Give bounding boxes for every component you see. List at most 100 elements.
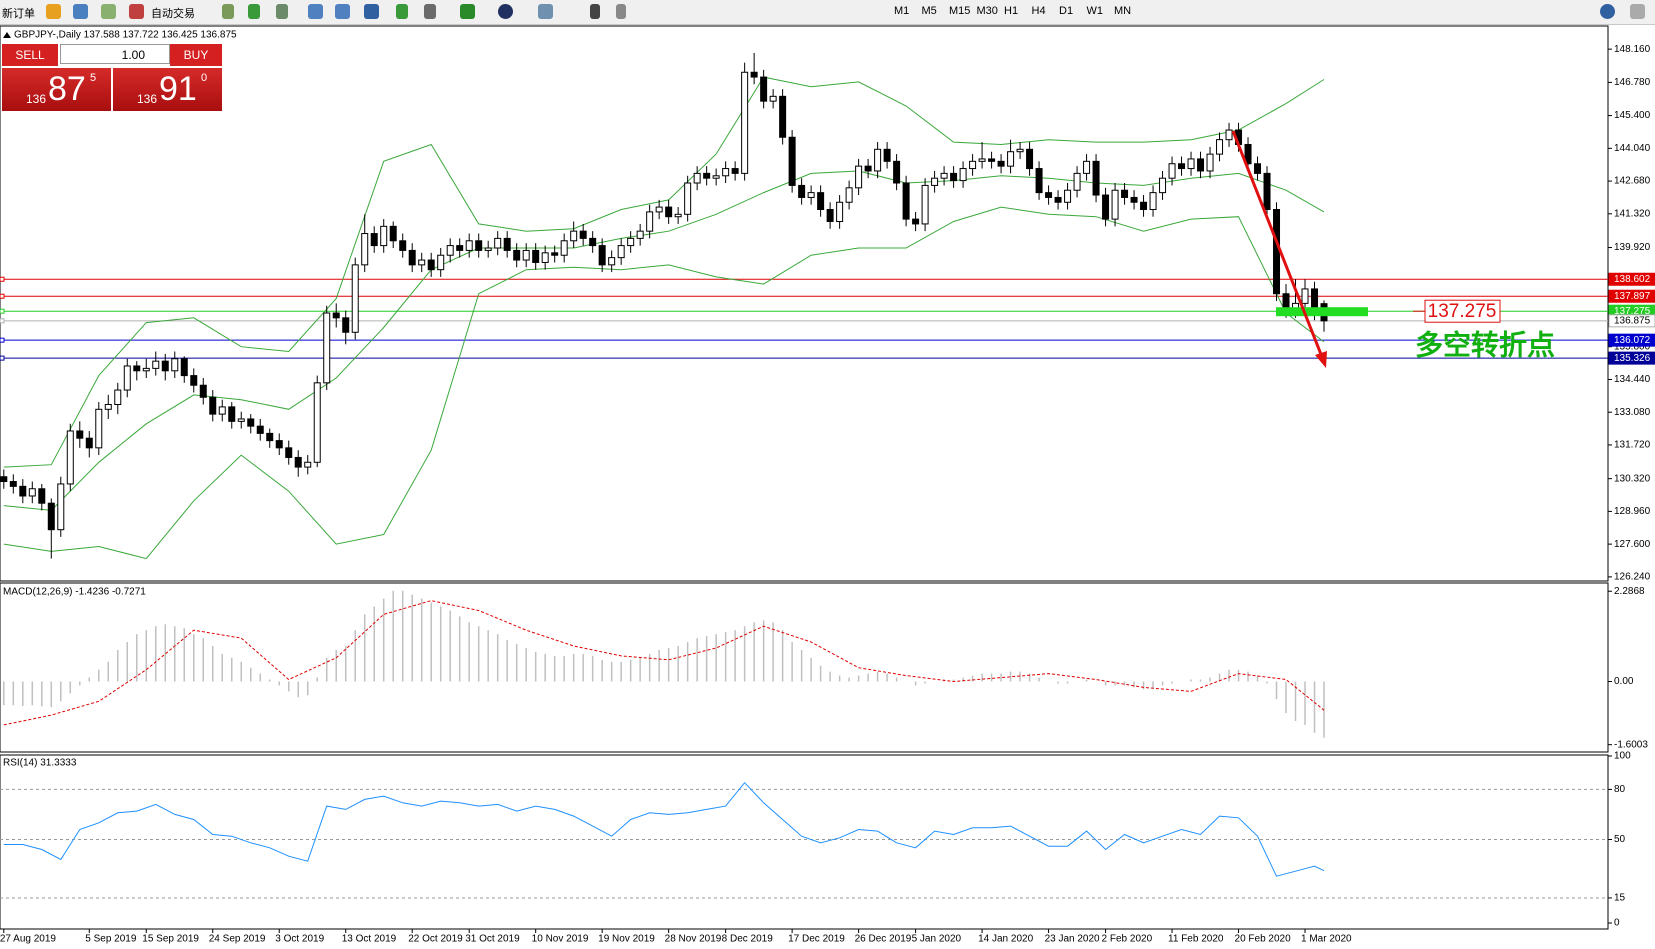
- bid-prefix: 136: [26, 92, 47, 106]
- timeframe-button[interactable]: MN: [1114, 5, 1132, 17]
- candle-body: [655, 206, 663, 213]
- y-tick-label: 146.780: [1614, 77, 1651, 88]
- candle-body: [579, 230, 587, 239]
- timeframe-button[interactable]: M15: [949, 5, 971, 17]
- candle-body: [95, 408, 103, 449]
- candle-body: [1083, 160, 1091, 174]
- tool-icon[interactable]: [460, 4, 475, 19]
- timeframe-button[interactable]: M30: [976, 5, 998, 17]
- candle-body: [123, 365, 131, 391]
- sell-button[interactable]: SELL: [2, 44, 58, 66]
- tool-icon[interactable]: [46, 4, 61, 19]
- candle-body: [180, 358, 188, 377]
- candle-body: [38, 488, 46, 504]
- timeframe-button[interactable]: M5: [921, 5, 937, 17]
- ask-sup: 0: [201, 72, 208, 84]
- ask-price[interactable]: 136 91 0: [113, 68, 222, 111]
- tool-icon[interactable]: [538, 4, 553, 19]
- y-tick-label: 145.400: [1614, 110, 1651, 121]
- lots-input[interactable]: 1.00: [60, 44, 170, 64]
- level-label-bg: [1608, 333, 1655, 347]
- tool-icon[interactable]: [364, 4, 379, 19]
- y-tick-label: 126.240: [1614, 572, 1651, 583]
- tool-icon[interactable]: [73, 4, 88, 19]
- candle-body: [275, 440, 283, 449]
- level-handle: [0, 318, 5, 324]
- level-handle: [0, 276, 5, 282]
- auto-trading-button[interactable]: 自动交易: [151, 8, 195, 20]
- candle-body: [342, 317, 350, 333]
- candle-body: [997, 160, 1005, 167]
- x-tick-label: 10 Nov 2019: [532, 934, 589, 945]
- candle-body: [218, 406, 226, 415]
- y-tick-label: 127.600: [1614, 539, 1651, 550]
- tool-icon[interactable]: [498, 4, 513, 19]
- y-tick-label: 0: [1614, 918, 1620, 929]
- candle-body: [760, 76, 768, 102]
- candle-body: [826, 208, 834, 223]
- tool-icon[interactable]: [101, 4, 116, 19]
- candle-body: [85, 437, 93, 449]
- main-panel: [0, 25, 1609, 582]
- bid-price[interactable]: 136 87 5: [2, 68, 111, 111]
- candle-body: [152, 360, 160, 369]
- tool-icon[interactable]: [129, 4, 144, 19]
- candle-body: [598, 245, 606, 266]
- tool-icon[interactable]: [276, 4, 288, 19]
- candle-body: [1273, 208, 1281, 295]
- candle-body: [1064, 189, 1072, 203]
- signal-line: [3, 600, 1325, 726]
- new-order-button[interactable]: 新订单: [2, 8, 35, 20]
- candle-body: [1178, 163, 1186, 170]
- tool-icon[interactable]: [424, 4, 436, 19]
- candle-body: [617, 245, 625, 259]
- candle-body: [836, 201, 844, 223]
- candle-body: [722, 168, 730, 177]
- timeframe-button[interactable]: W1: [1086, 5, 1104, 17]
- candle-body: [921, 184, 929, 225]
- candle-body: [959, 168, 967, 182]
- one-click-trading: SELL 1.00 BUY 136 87 5 136 91 0: [2, 44, 222, 111]
- candle-body: [437, 254, 445, 271]
- timeframe-button[interactable]: H4: [1031, 5, 1046, 17]
- y-tick-label: -1.6003: [1614, 739, 1648, 750]
- arrow-head: [1315, 351, 1327, 368]
- tool-icon[interactable]: [248, 4, 260, 19]
- symbol-header: GBPJPY-,Daily 137.588 137.722 136.425 13…: [14, 30, 237, 41]
- candle-body: [845, 187, 853, 203]
- tool-icon[interactable]: [308, 4, 323, 19]
- tool-icon[interactable]: [222, 4, 234, 19]
- candle-body: [627, 237, 635, 247]
- rsi-panel: [0, 754, 1609, 930]
- candle-body: [361, 233, 369, 266]
- chat-icon[interactable]: [1630, 4, 1645, 19]
- candle-body: [1035, 168, 1043, 194]
- search-icon[interactable]: [1600, 4, 1615, 19]
- candle-body: [551, 252, 559, 256]
- candle-body: [684, 182, 692, 215]
- candle-body: [636, 230, 644, 239]
- candle-body: [228, 406, 236, 422]
- timeframe-button[interactable]: D1: [1059, 5, 1074, 17]
- tool-icon[interactable]: [616, 4, 626, 19]
- level-label-bg: [1608, 314, 1655, 328]
- timeframe-button[interactable]: M1: [894, 5, 910, 17]
- tool-icon[interactable]: [335, 4, 350, 19]
- candle-body: [380, 225, 388, 247]
- toolbar: 新订单 自动交易 M1 M5 M15 M30 H1 H4 D1 W1 MN: [0, 0, 1655, 25]
- timeframe-button[interactable]: H1: [1004, 5, 1019, 17]
- candle-body: [940, 172, 948, 179]
- candle-body: [1130, 196, 1138, 203]
- tool-icon[interactable]: [590, 4, 600, 19]
- tool-icon[interactable]: [396, 4, 408, 19]
- candle-body: [190, 375, 198, 386]
- ask-prefix: 136: [137, 92, 158, 106]
- candle-body: [104, 403, 112, 410]
- level-label: 136.875: [1614, 315, 1651, 326]
- x-tick-label: 26 Dec 2019: [855, 934, 912, 945]
- level-label-bg: [1608, 289, 1655, 303]
- y-tick-label: 80: [1614, 784, 1626, 795]
- x-tick-label: 20 Feb 2020: [1235, 934, 1292, 945]
- candle-body: [1168, 163, 1176, 179]
- buy-button[interactable]: BUY: [170, 44, 222, 66]
